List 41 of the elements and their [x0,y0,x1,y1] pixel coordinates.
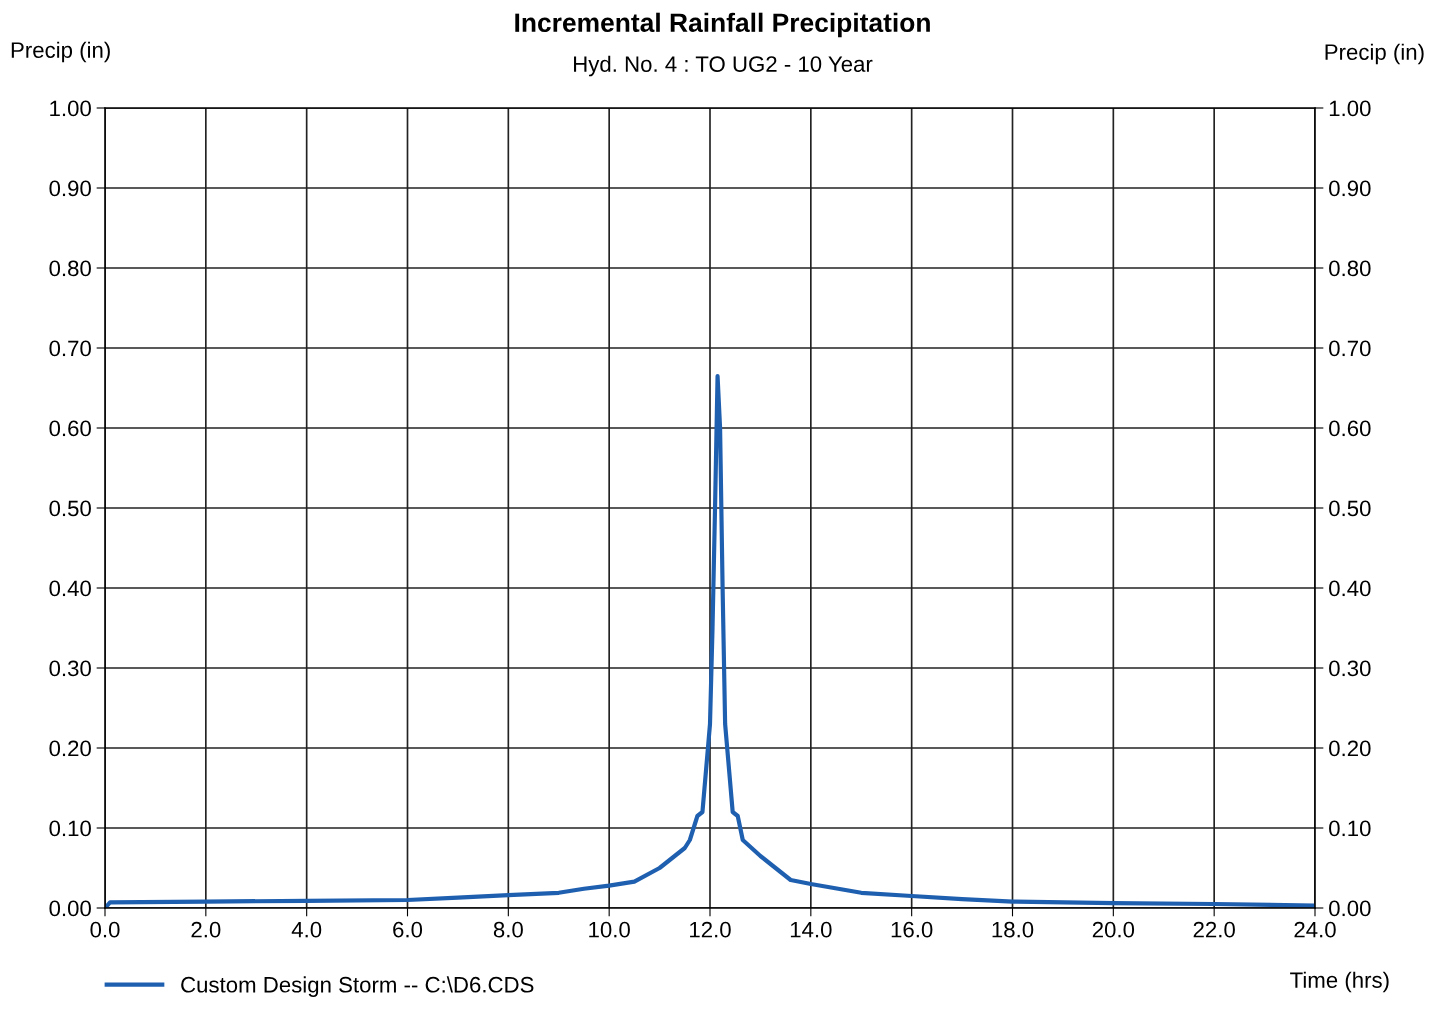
y2-tick-label: 0.20 [1329,740,1371,757]
y2-tick-label: 0.00 [1329,900,1371,917]
y-axis-title: Precip (in) [11,41,110,63]
y2-tick-label: 0.80 [1329,260,1371,277]
legend-label: Custom Design Storm -- C:\D6.CDS [181,976,534,997]
y2-tick-label: 0.10 [1329,820,1371,837]
y-tick-label: 0.50 [49,500,91,517]
x-tick-label: 10.0 [589,921,630,938]
y-tick-label: 0.40 [49,580,91,597]
y-tick-label: 1.00 [50,100,91,117]
x-tick-label: 20.0 [1092,921,1135,938]
y-tick-label: 0.70 [49,340,91,357]
y2-tick-label: 0.40 [1329,580,1371,597]
y-tick-label: 0.60 [49,420,91,437]
y2-tick-label: 0.30 [1329,660,1371,677]
x-tick-label: 12.0 [690,921,731,938]
x-tick-label: 8.0 [493,921,523,938]
chart-subtitle: Hyd. No. 4 : TO UG2 - 10 Year [574,55,873,77]
x-tick-label: 0.0 [90,921,120,938]
x-tick-label: 6.0 [393,921,423,938]
y-tick-label: 0.90 [49,180,91,197]
y2-axis-title: Precip (in) [1325,43,1424,65]
y-tick-label: 0.00 [49,900,91,917]
x-tick-label: 16.0 [891,921,933,938]
y2-tick-label: 0.60 [1329,420,1371,437]
x-axis-title: Time (hrs) [1290,971,1389,993]
x-tick-label: 24.0 [1294,921,1336,938]
x-tick-label: 18.0 [992,921,1034,938]
y-tick-label: 0.80 [49,260,91,277]
y2-tick-label: 0.50 [1329,500,1371,517]
x-tick-label: 2.0 [191,921,221,938]
x-tick-label: 14.0 [790,921,832,938]
x-tick-label: 4.0 [291,921,322,938]
y-tick-label: 0.20 [49,740,91,757]
x-tick-label: 22.0 [1193,921,1235,938]
y2-tick-label: 0.70 [1329,340,1371,357]
y-tick-label: 0.10 [49,820,91,837]
y2-tick-label: 0.90 [1329,180,1371,197]
chart-title: Incremental Rainfall Precipitation [515,12,930,38]
y-tick-label: 0.30 [49,660,91,677]
y2-tick-label: 1.00 [1329,100,1371,117]
